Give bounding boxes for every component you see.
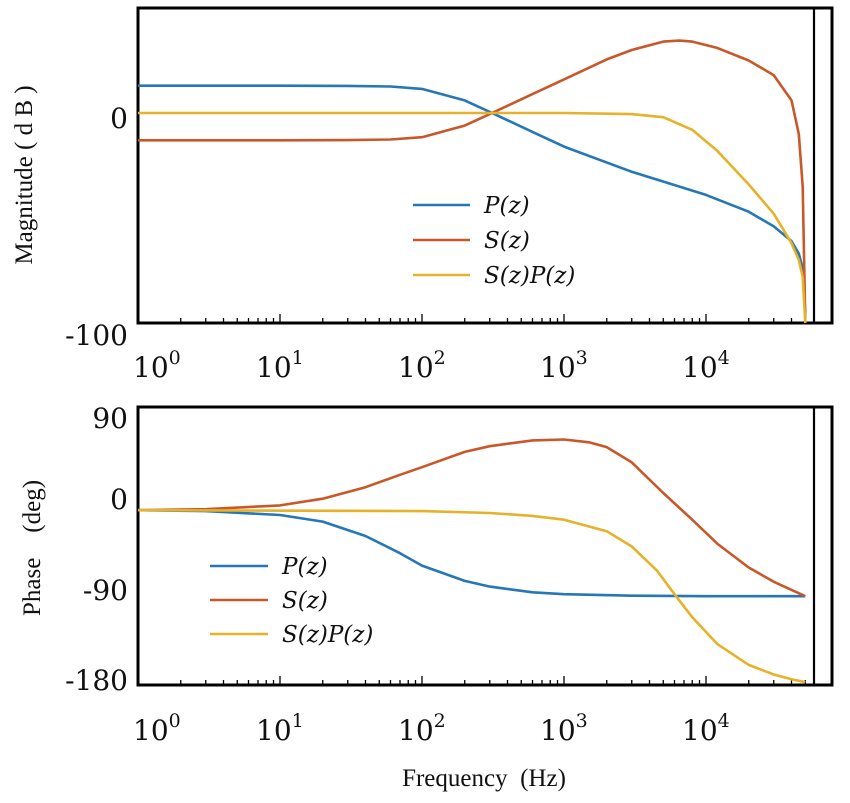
magnitude-xtick-label: 104 (682, 347, 730, 384)
magnitude-xtick-label: 103 (540, 347, 588, 384)
phase-xtick-label: 101 (256, 710, 304, 747)
phase-ytick-label: 0 (110, 483, 128, 516)
phase-x-ticks (137, 676, 806, 685)
phase-legend: P(z) S(z) S(z)P(z) (210, 554, 373, 648)
phase-y-axis-label: Phase (deg) (19, 480, 46, 616)
magnitude-xtick-label: 102 (398, 347, 446, 384)
phase-ytick-label: -90 (83, 574, 128, 607)
magnitude-curve-p (138, 84, 807, 313)
phase-plot-frame (136, 405, 834, 687)
phase-xtick-label: 104 (682, 710, 730, 747)
magnitude-ytick-label: 0 (110, 102, 128, 135)
magnitude-curve-sp (138, 111, 807, 324)
magnitude-panel: 0 -100 100 101 102 103 104 Magnitude ( d… (11, 6, 834, 384)
phase-curve-sp (137, 508, 806, 684)
phase-curves (137, 438, 806, 684)
phase-panel: 90 0 -90 -180 100 101 102 103 104 Phase … (19, 402, 834, 792)
magnitude-curves (138, 39, 807, 324)
magnitude-x-ticks (137, 314, 806, 323)
phase-ytick-label: 90 (92, 402, 128, 435)
phase-xtick-label: 103 (540, 710, 588, 747)
phase-xtick-label: 102 (398, 710, 446, 747)
phase-xtick-labels: 100 101 102 103 104 (133, 710, 730, 747)
legend-label-s: S(z) (282, 588, 328, 614)
magnitude-xtick-label: 101 (256, 347, 304, 384)
magnitude-y-axis-label: Magnitude ( d B ) (11, 85, 38, 264)
legend-label-s: S(z) (484, 228, 530, 254)
phase-curve-p (137, 508, 806, 598)
phase-curve-s (137, 438, 806, 598)
frequency-x-axis-label: Frequency (Hz) (402, 765, 566, 792)
legend-label-p: P(z) (281, 554, 328, 580)
magnitude-xtick-labels: 100 101 102 103 104 (133, 347, 730, 384)
legend-label-p: P(z) (483, 193, 530, 219)
phase-xtick-label: 100 (133, 710, 181, 747)
magnitude-curve-s (138, 39, 807, 324)
magnitude-ytick-label: -100 (65, 319, 128, 352)
legend-label-sp: S(z)P(z) (484, 263, 575, 289)
phase-ytick-label: -180 (65, 664, 128, 697)
magnitude-legend: P(z) S(z) S(z)P(z) (413, 193, 575, 289)
legend-label-sp: S(z)P(z) (282, 622, 373, 648)
magnitude-xtick-label: 100 (133, 347, 181, 384)
magnitude-plot-frame (136, 6, 834, 325)
